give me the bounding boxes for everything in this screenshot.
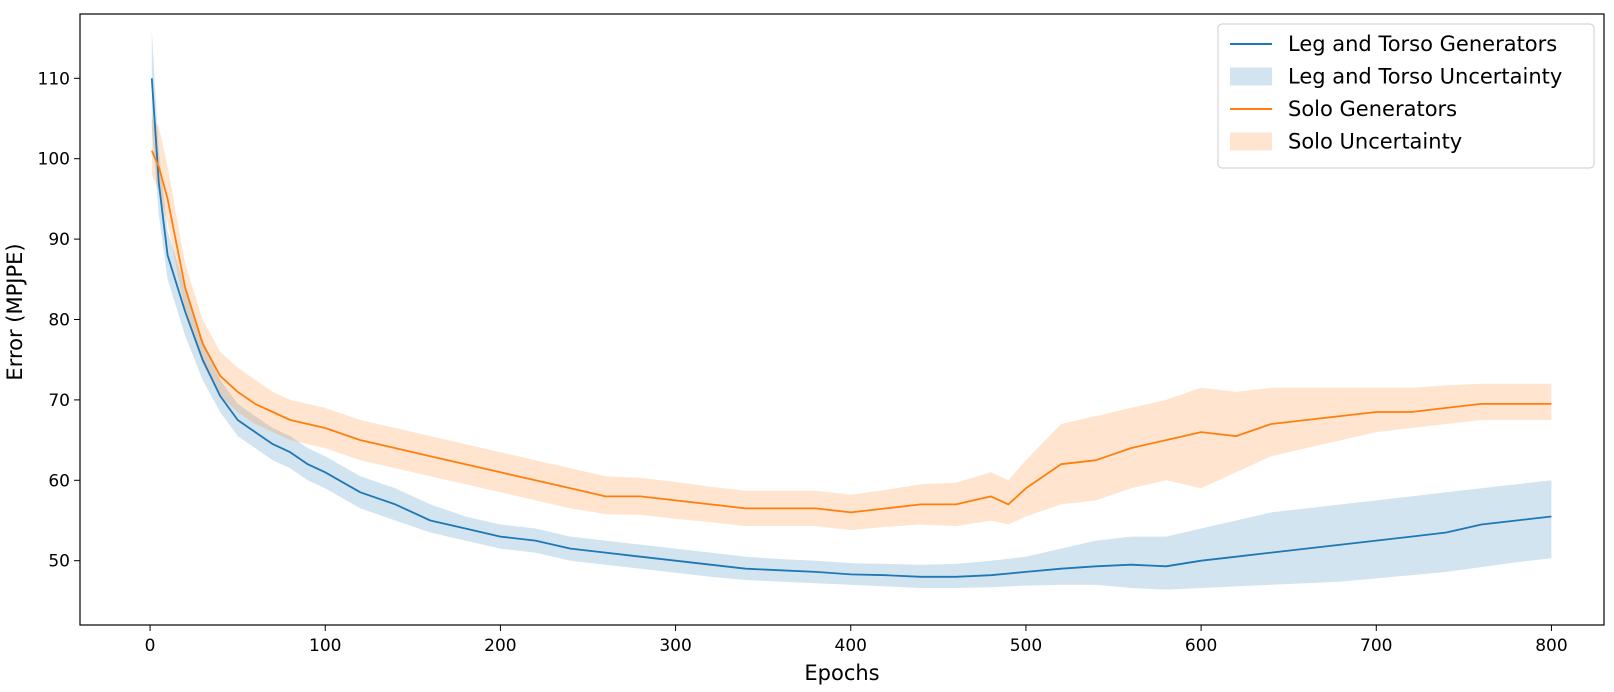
legend: Leg and Torso Generators Leg and Torso Un…: [1217, 23, 1595, 169]
x-tick-label: 400: [835, 636, 867, 656]
y-tick-label: 90: [48, 230, 70, 250]
legend-label: Solo Uncertainty: [1288, 130, 1462, 154]
series-lines: [150, 78, 1552, 578]
series-1-uncertainty-band: [151, 118, 1552, 531]
legend-label: Leg and Torso Generators: [1288, 32, 1557, 56]
x-tick-label: 300: [659, 636, 691, 656]
y-axis-label: Error (MPJPE): [3, 243, 27, 380]
y-axis-ticks: 50 60 70 80 90 100 110: [38, 69, 80, 572]
uncertainty-bands: [151, 30, 1552, 590]
y-tick-label: 110: [38, 69, 70, 89]
legend-label: Leg and Torso Uncertainty: [1288, 65, 1562, 89]
y-tick-label: 100: [38, 150, 70, 170]
x-tick-label: 200: [484, 636, 516, 656]
x-axis-label: Epochs: [804, 661, 879, 685]
x-tick-label: 100: [309, 636, 341, 656]
legend-frame: [1217, 23, 1595, 169]
x-tick-label: 700: [1360, 636, 1392, 656]
legend-band-swatch: [1230, 67, 1272, 86]
x-tick-label: 800: [1535, 636, 1567, 656]
y-tick-label: 80: [48, 311, 70, 331]
series-0-line: [150, 78, 1552, 578]
series-1-line: [150, 150, 1552, 514]
x-tick-label: 500: [1010, 636, 1042, 656]
legend-label: Solo Generators: [1288, 97, 1457, 121]
x-axis-ticks: 0 100 200 300 400 500 600 700 800: [145, 625, 1568, 656]
series-0-uncertainty-band: [151, 30, 1552, 590]
y-tick-label: 50: [48, 552, 70, 572]
legend-band-swatch: [1230, 132, 1272, 151]
x-tick-label: 0: [145, 636, 156, 656]
x-tick-label: 600: [1185, 636, 1217, 656]
y-tick-label: 60: [48, 471, 70, 491]
y-tick-label: 70: [48, 391, 70, 411]
